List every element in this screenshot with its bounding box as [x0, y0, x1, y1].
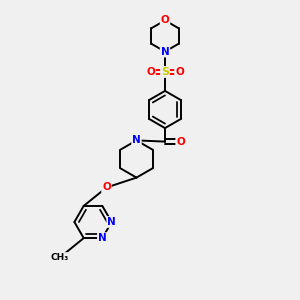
- Text: O: O: [175, 67, 184, 77]
- Text: N: N: [160, 46, 169, 57]
- Text: N: N: [107, 217, 116, 227]
- Text: N: N: [132, 135, 141, 146]
- Text: O: O: [146, 67, 155, 77]
- Text: S: S: [161, 67, 169, 77]
- Text: O: O: [102, 182, 111, 193]
- Text: O: O: [176, 136, 185, 147]
- Text: CH₃: CH₃: [51, 253, 69, 262]
- Text: O: O: [160, 15, 169, 26]
- Text: N: N: [98, 233, 107, 243]
